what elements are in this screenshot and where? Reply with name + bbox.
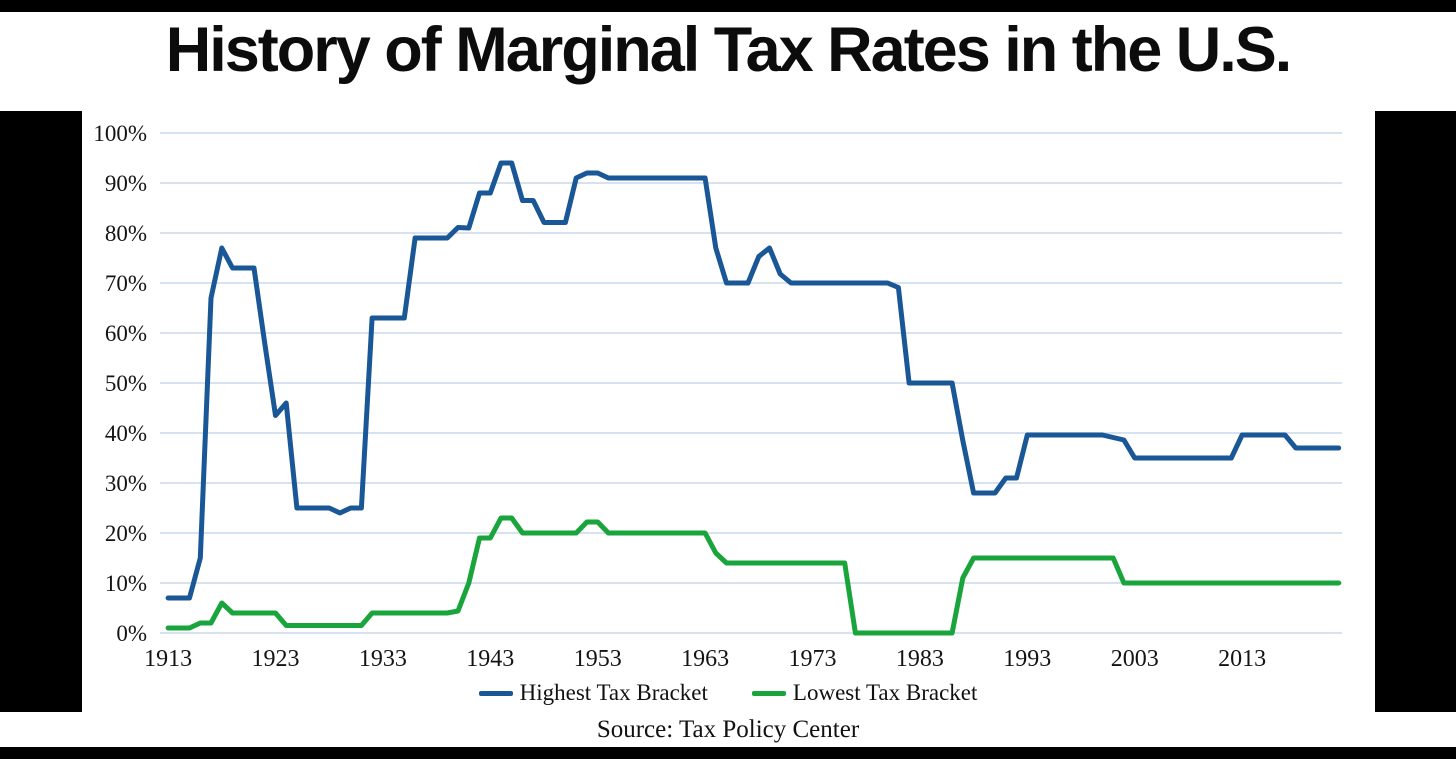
svg-text:1983: 1983 <box>896 646 944 672</box>
bottom-border-bar <box>0 747 1456 759</box>
page-title: History of Marginal Tax Rates in the U.S… <box>165 15 1293 85</box>
svg-text:1963: 1963 <box>681 646 729 672</box>
highest-line-swatch <box>478 690 513 696</box>
svg-text:1993: 1993 <box>1003 646 1051 672</box>
svg-text:1913: 1913 <box>144 646 192 672</box>
source-attribution: Source: Tax Policy Center <box>596 716 860 743</box>
top-border-bar <box>0 0 1456 12</box>
svg-text:10%: 10% <box>105 571 147 596</box>
legend-label-lowest: Lowest Tax Bracket <box>792 680 978 705</box>
lowest-line-swatch <box>751 690 786 696</box>
svg-text:90%: 90% <box>105 171 147 196</box>
chart-legend: Highest Tax Bracket Lowest Tax Bracket <box>0 680 1456 706</box>
svg-text:70%: 70% <box>105 271 147 296</box>
left-border-bar <box>0 111 82 712</box>
svg-text:50%: 50% <box>105 371 147 396</box>
svg-text:2003: 2003 <box>1111 646 1159 672</box>
svg-text:30%: 30% <box>105 471 147 496</box>
svg-text:100%: 100% <box>93 121 147 146</box>
svg-text:1973: 1973 <box>789 646 837 672</box>
svg-text:40%: 40% <box>105 421 147 446</box>
svg-text:2013: 2013 <box>1218 646 1266 672</box>
svg-text:1943: 1943 <box>466 646 514 672</box>
svg-text:80%: 80% <box>105 221 147 246</box>
legend-item-highest: Highest Tax Bracket <box>478 680 708 706</box>
svg-text:60%: 60% <box>105 321 147 346</box>
svg-text:1953: 1953 <box>574 646 622 672</box>
right-border-bar <box>1375 111 1456 712</box>
svg-text:1933: 1933 <box>359 646 407 672</box>
svg-text:1923: 1923 <box>252 646 300 672</box>
svg-text:0%: 0% <box>116 621 147 646</box>
legend-label-highest: Highest Tax Bracket <box>519 680 708 705</box>
legend-item-lowest: Lowest Tax Bracket <box>751 680 978 706</box>
svg-text:20%: 20% <box>105 521 147 546</box>
